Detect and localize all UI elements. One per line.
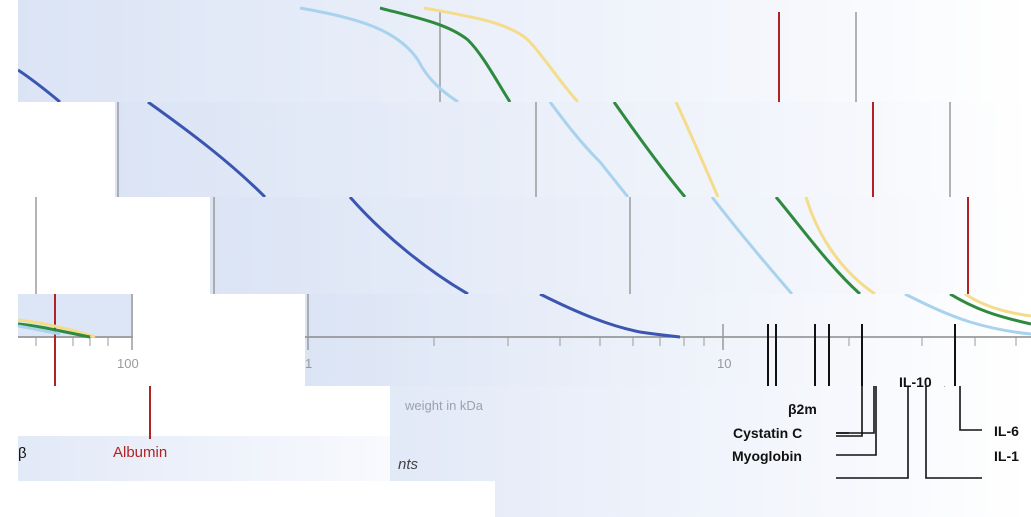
series-lightblue-line — [17, 324, 61, 336]
cystatin-leader — [836, 386, 877, 456]
series-lightblue-line — [299, 6, 459, 102]
series-blue-line — [348, 197, 469, 294]
tick-label-10: 10 — [717, 356, 732, 371]
tick-label-100: 100 — [117, 356, 139, 371]
caption-fragment: nts — [398, 456, 419, 473]
strip-a-svg — [18, 0, 1031, 102]
series-green-line — [612, 102, 687, 197]
series-green-line — [17, 322, 91, 339]
strip-d — [0, 294, 1031, 386]
series-blue-line — [18, 68, 61, 102]
series-blue-line — [539, 294, 681, 339]
il6-leader — [959, 386, 982, 431]
bottom-region — [0, 386, 1031, 517]
b2m-leader — [836, 386, 863, 437]
molecule-label-myoglobin: Myoglobin — [732, 448, 802, 464]
series-lightblue-line — [548, 102, 630, 197]
bottom-white — [18, 386, 390, 436]
myoglobin-leader — [836, 386, 909, 479]
strip-d-bg — [305, 294, 1031, 386]
strip-b — [0, 102, 1031, 197]
strip-c — [0, 197, 1031, 294]
series-green-line — [774, 197, 862, 294]
molecule-label-cystatin-c: Cystatin C — [733, 425, 803, 441]
molecule-label-il1: IL-1 — [994, 448, 1019, 464]
strip-c-svg — [35, 197, 1031, 294]
cystatin-leader — [836, 386, 875, 434]
series-yellow-line — [804, 197, 876, 294]
series-blue-line — [147, 102, 267, 197]
series-green-line — [949, 294, 1031, 326]
x-axis-title: weight in kDa — [405, 398, 484, 413]
strip-b-svg — [115, 102, 1031, 197]
bottom-right-bg — [390, 386, 1031, 517]
series-lightblue-line — [904, 294, 1031, 336]
il1-leader — [925, 386, 982, 479]
molecule-label-il10: IL-10 — [899, 374, 932, 390]
molecule-label-b2m: β2m — [788, 401, 817, 417]
albumin-label: Albumin — [113, 444, 168, 461]
bottom-white-lower — [0, 481, 495, 517]
series-yellow-line — [423, 6, 580, 102]
strip-c-bg — [210, 197, 1031, 294]
series-green-line — [379, 6, 512, 102]
molecule-label-il6: IL-6 — [994, 423, 1019, 439]
bottom-region-svg — [0, 386, 1031, 517]
strip-a-bg — [18, 0, 1031, 102]
strip-d-svg — [17, 294, 1031, 386]
series-yellow-line — [17, 318, 96, 339]
series-yellow-line — [674, 102, 720, 197]
series-yellow-line — [964, 294, 1031, 318]
strip-b-bg — [115, 102, 1031, 197]
series-lightblue-line — [710, 197, 794, 294]
tick-label-1: 1 — [305, 356, 313, 371]
strip-a — [18, 0, 1031, 102]
beta-fragment-label: β — [18, 445, 27, 462]
